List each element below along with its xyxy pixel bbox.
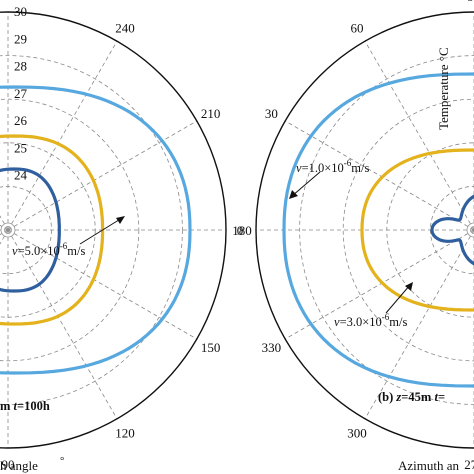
panel-a-grid-circle — [0, 55, 183, 405]
panel-a-center-hub-inner — [4, 226, 12, 234]
panel-a-grid-spoke — [7, 120, 197, 231]
panel-a-grid-spoke — [7, 229, 197, 340]
panel-b-series-curve — [360, 148, 474, 312]
panel-b-angle-title: Azimuth an — [398, 458, 460, 473]
panel-a-angle-tick-label: 150 — [201, 340, 221, 355]
panel-b-angle-tick-label: 300 — [347, 426, 367, 441]
panel-a-angle-tick-label: 240 — [115, 20, 135, 35]
panel-b: 0 30 60 90 270 300 330 v=1.0×10-6m/s v=3.0×10-… — [237, 0, 474, 473]
panel-a: 90 120 150 180 210 240 24 25 26 27 28 29 30 v=5.0×1… — [0, 4, 252, 473]
panel-b-series-curve — [430, 194, 474, 266]
panel-a-radial-tick-label: 25 — [14, 140, 27, 155]
panel-a-annotation-arrow — [79, 217, 123, 245]
panel-a-angle-tick-label: 180 — [232, 223, 252, 238]
panel-a-grid-circle — [0, 98, 140, 362]
panel-b-grid-circle — [299, 55, 474, 405]
panel-b-annotation-1-label: v=1.0×10-6m/s — [296, 158, 369, 175]
panel-b-angle-ticks: 0 30 60 90 270 300 330 — [237, 0, 474, 472]
panel-a-radial-tick-label: 29 — [14, 31, 27, 46]
panel-b-grid-spoke — [364, 229, 474, 419]
panel-a-radial-tick-label: 28 — [14, 59, 27, 74]
panel-b-series-curve — [282, 72, 474, 388]
panel-a-angle-tick-label: 90 — [2, 457, 15, 472]
panel-a-series-curve — [0, 134, 105, 326]
panel-b-grid-spoke — [364, 41, 474, 231]
panel-a-grid-spoke — [7, 41, 118, 231]
panel-b-grid-spoke — [285, 120, 474, 231]
panel-b-radial-title: Temperature °C — [436, 47, 451, 130]
panel-b-center-hub — [466, 222, 474, 238]
panel-a-series-curve — [0, 167, 61, 293]
panel-a-annotation-arrowhead — [116, 216, 125, 224]
panel-a-radial-ticks: 24 25 26 27 28 29 30 — [14, 4, 28, 183]
panel-b-angle-tick-label: 90 — [468, 0, 474, 4]
panel-a-series — [0, 85, 192, 375]
panel-a-angle-tick-label: 210 — [201, 106, 221, 121]
panel-b-center-hub-inner — [470, 226, 474, 234]
panel-b-angle-tick-label: 270 — [464, 457, 474, 472]
panel-b-angle-tick-label: 330 — [262, 340, 282, 355]
panel-a-radial-tick-label: 26 — [14, 113, 28, 128]
panel-b-grid-spoke — [285, 229, 474, 340]
panel-a-angle-title-unit: ° — [60, 455, 64, 467]
panel-a-outer-circle — [0, 11, 227, 449]
panel-b-annotation-2-arrow — [385, 284, 411, 314]
panel-b-annotation-2-arrowhead — [405, 282, 413, 291]
panel-b-outer-circle — [255, 11, 474, 449]
panel-b-angle-tick-label: 30 — [265, 106, 278, 121]
panel-b-annotation-1-arrowhead — [289, 190, 298, 199]
panel-a-angle-tick-label: 120 — [115, 426, 135, 441]
panel-a-grid — [0, 12, 226, 448]
panel-b-angle-tick-label: 0 — [237, 223, 244, 238]
panel-a-center-hub — [0, 222, 16, 238]
panel-a-grid-spoke — [7, 229, 118, 419]
panel-b-annotation-1-arrow — [291, 171, 321, 197]
panel-a-caption: m t=100h — [0, 399, 50, 413]
panel-a-radial-tick-label: 24 — [14, 168, 28, 183]
panel-a-radial-tick-label: 30 — [14, 4, 27, 19]
panel-a-series-curve — [0, 85, 192, 375]
panel-a-angle-title: h angle — [0, 458, 38, 473]
panel-a-annotation-label: v=5.0×10-6m/s — [12, 241, 85, 258]
panel-b-caption: (b) z=45m t= — [378, 390, 445, 404]
panel-b-series — [282, 72, 474, 388]
panel-b-angle-tick-label: 60 — [351, 20, 364, 35]
panel-a-radial-tick-label: 27 — [14, 86, 28, 101]
panel-b-annotation-2-label: v=3.0×10-6m/s — [334, 312, 407, 329]
